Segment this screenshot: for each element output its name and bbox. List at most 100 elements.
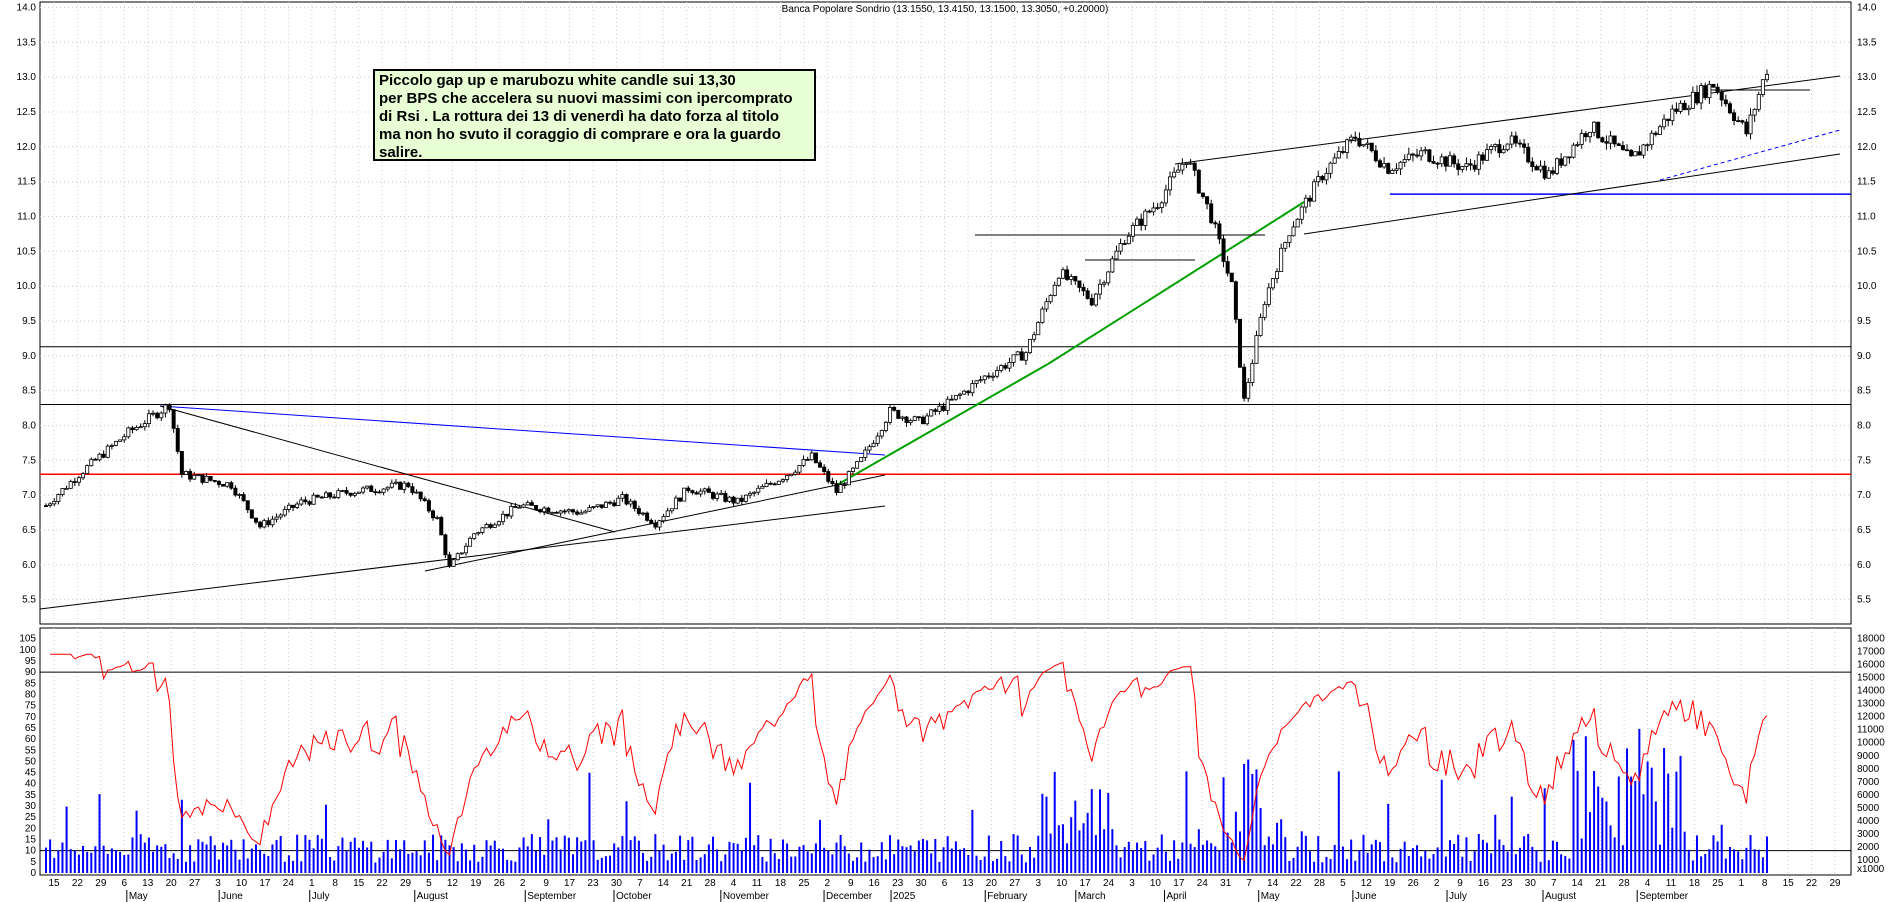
candle-up	[945, 398, 950, 411]
candle-up	[764, 482, 769, 487]
volume-tick: 6000	[1857, 790, 1880, 801]
candle-up	[151, 412, 156, 415]
candle-down	[221, 484, 226, 487]
price-tick-left: 13.0	[17, 72, 37, 83]
candle-up	[1279, 247, 1284, 272]
rsi-tick: 70	[25, 712, 37, 723]
candle-down	[1612, 135, 1617, 145]
candle-up	[476, 532, 481, 535]
date-tick: 3	[215, 878, 221, 889]
axes: 5.5 5.5 6.0 6.0 6.5 6.5 7.0 7.0 7.5 7.5 8.0 8.0 8.5 8…	[17, 2, 1885, 902]
date-tick: 8	[332, 878, 338, 889]
date-tick: 29	[1829, 878, 1841, 889]
candle-down	[1377, 160, 1382, 168]
candle-up	[1476, 154, 1481, 170]
candle-up	[616, 497, 621, 506]
month-label: July	[312, 891, 330, 902]
date-tick: 12	[447, 878, 459, 889]
candle-down	[1369, 142, 1374, 152]
indicator-panel	[39, 627, 1852, 876]
price-tick-right: 6.5	[1857, 525, 1871, 536]
candle-down	[599, 504, 604, 508]
volume-tick: 17000	[1857, 647, 1885, 658]
price-tick-left: 14.0	[17, 2, 37, 13]
candle-up	[1044, 301, 1049, 310]
date-tick: 22	[72, 878, 84, 889]
price-tick-left: 7.0	[22, 490, 36, 501]
candle-down	[830, 480, 835, 484]
price-panel	[39, 1, 1852, 625]
volume-unit: x1000	[1857, 864, 1885, 875]
candle-up	[743, 494, 748, 502]
price-tick-right: 9.0	[1857, 351, 1871, 362]
candle-down	[307, 501, 312, 505]
candle-down	[505, 513, 510, 517]
candle-up	[1460, 166, 1465, 170]
month-label: October	[616, 891, 652, 902]
candle-up	[60, 488, 65, 496]
candle-up	[393, 481, 398, 484]
rsi-tick: 85	[25, 678, 37, 689]
candle-up	[1678, 102, 1683, 112]
candle-down	[1217, 223, 1222, 240]
candle-down	[212, 479, 217, 482]
trendlines	[39, 75, 1841, 610]
price-tick-right: 9.5	[1857, 316, 1871, 327]
candle-up	[587, 506, 592, 512]
candle-down	[1550, 170, 1555, 174]
candle-down	[892, 407, 897, 411]
candle-down	[896, 409, 901, 419]
candle-up	[1328, 162, 1333, 174]
date-tick: 31	[1220, 878, 1232, 889]
candle-down	[373, 491, 378, 494]
candle-up	[982, 375, 987, 381]
candle-down	[443, 534, 448, 556]
candle-down	[1373, 150, 1378, 162]
candle-up	[521, 504, 526, 508]
candle-up	[105, 445, 110, 458]
candle-down	[1213, 222, 1218, 225]
candle-down	[1744, 121, 1749, 135]
candle-up	[356, 491, 361, 494]
candle-down	[488, 524, 493, 528]
candle-down	[706, 488, 711, 493]
candle-up	[118, 439, 123, 442]
candle-up	[1760, 79, 1765, 95]
volume-tick: 5000	[1857, 803, 1880, 814]
candle-down	[426, 500, 431, 512]
candle-down	[171, 409, 176, 429]
candle-up	[603, 501, 608, 508]
candle-up	[1176, 169, 1181, 173]
candle-down	[447, 554, 452, 567]
volume-tick: 15000	[1857, 673, 1885, 684]
date-tick: 23	[1501, 878, 1513, 889]
candle-down	[1229, 272, 1234, 283]
candle-up	[496, 521, 501, 526]
date-tick: 18	[775, 878, 787, 889]
candle-up	[85, 465, 90, 475]
date-tick: 5	[426, 878, 432, 889]
candle-down	[72, 481, 77, 483]
candle-up	[1151, 207, 1156, 213]
candle-down	[805, 459, 810, 461]
candle-down	[130, 427, 135, 431]
price-tick-right: 11.5	[1857, 177, 1876, 188]
date-tick: 14	[1572, 878, 1584, 889]
date-tick: 26	[1408, 878, 1420, 889]
candle-down	[920, 416, 925, 425]
candle-up	[640, 512, 645, 515]
candle-down	[315, 494, 320, 498]
candle-up	[657, 520, 662, 528]
candle-up	[134, 426, 139, 431]
candle-down	[575, 511, 580, 515]
date-tick: 15	[1783, 878, 1795, 889]
candle-up	[727, 496, 732, 502]
price-tick-right: 13.0	[1857, 72, 1877, 83]
date-tick: 4	[731, 878, 737, 889]
candle-up	[1699, 85, 1704, 104]
candle-up	[142, 423, 147, 428]
candle-up	[579, 512, 584, 515]
candle-up	[1246, 382, 1251, 399]
trendline	[1659, 129, 1841, 181]
price-tick-left: 12.0	[17, 142, 37, 153]
